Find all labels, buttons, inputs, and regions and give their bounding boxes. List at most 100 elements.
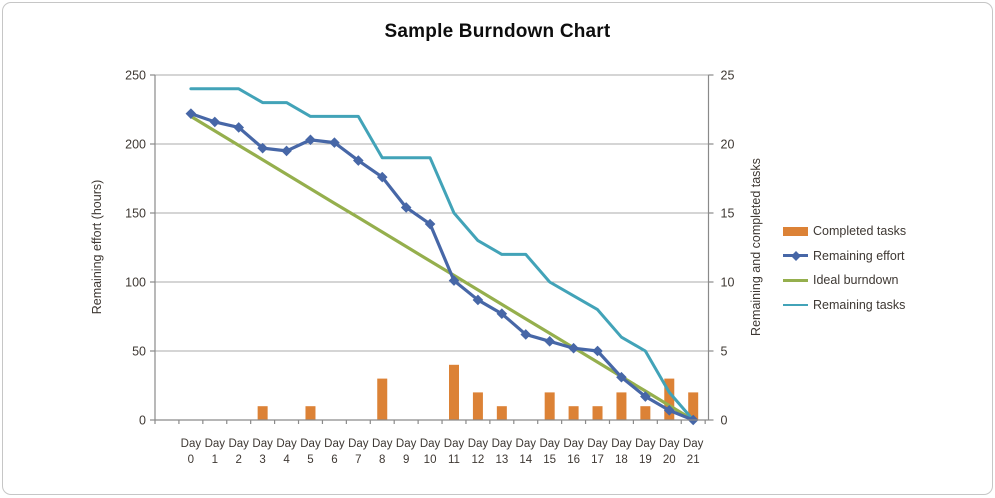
x-axis-label: 10 [424,454,437,466]
x-axis-label: 5 [307,454,313,466]
x-axis-label: 6 [331,454,337,466]
ideal-burndown-swatch [783,279,808,282]
x-axis-label: Day [228,438,249,450]
remaining-effort-swatch [783,250,808,261]
x-axis-label: Day [516,438,537,450]
x-axis-label: 3 [259,454,265,466]
x-axis-label: Day [635,438,656,450]
left-axis-tick-label: 100 [125,276,146,290]
diamond-marker-icon [376,171,388,183]
x-axis-label: 18 [615,454,628,466]
line-remaining-effort [189,112,695,422]
x-axis-label: 17 [591,454,604,466]
bar-completed-tasks [305,406,316,420]
legend-label: Remaining tasks [813,298,906,313]
right-axis-tick-label: 0 [721,414,728,428]
right-axis-tick-label: 20 [721,138,735,152]
x-axis-label: Day [420,438,441,450]
diamond-marker-icon [616,371,627,383]
x-axis-label: 16 [567,454,580,466]
x-axis-label: 19 [639,454,652,466]
x-axis-label: 8 [379,454,385,466]
x-axis-label: 12 [472,454,485,466]
x-axis-label: 13 [495,454,508,466]
diamond-marker-icon [209,116,221,128]
x-axis-label: Day [563,438,584,450]
x-axis-label: 0 [188,454,194,466]
x-axis-label: Day [468,438,489,450]
diamond-marker-icon [448,275,460,286]
left-axis-tick-labels: 0 50 100 150 200 250 [125,69,146,428]
x-axis-label: Day [492,438,513,450]
diamond-marker-icon [520,329,532,340]
markers-remaining-effort [185,108,699,426]
legend-label: Ideal burndown [813,273,899,288]
legend: Completed tasks Remaining effort Ideal b… [783,219,906,317]
legend-label: Remaining effort [813,248,905,263]
x-axis-label: Day [348,438,369,450]
x-axis-label: Day [444,438,465,450]
diamond-marker-icon [592,345,603,357]
bar-completed-tasks [449,364,459,420]
bar-completed-tasks [592,406,603,420]
right-axis-tick-label: 25 [721,69,735,83]
diamond-marker-icon [353,155,364,166]
diamond-marker-icon [305,134,316,146]
bar-completed-tasks [568,406,579,420]
x-axis-label: 2 [236,454,242,466]
x-axis-label: Day [300,438,321,450]
x-axis-label: 15 [543,454,556,466]
bar-completed-tasks [257,406,268,420]
bar-completed-tasks [377,378,388,420]
legend-item-ideal-burndown: Ideal burndown [783,268,906,293]
x-axis-label: 4 [283,454,290,466]
x-axis-label: 9 [403,454,409,466]
diamond-marker-icon [185,108,197,119]
diamond-marker-icon [472,294,484,306]
x-axis-label: 14 [519,454,532,466]
x-axis-label: Day [396,438,417,450]
left-axis-tick-label: 200 [125,138,146,152]
bar-completed-tasks [688,392,699,420]
legend-item-remaining-effort: Remaining effort [783,244,906,269]
chart-title: Sample Burndown Chart [384,21,611,42]
x-axis-label: Day [611,438,632,450]
right-axis-tick-label: 10 [721,276,735,290]
diamond-marker-icon [257,142,268,154]
right-axis-tick-labels: 0 5 10 15 20 25 [721,69,735,428]
line-ideal-burndown [189,114,695,422]
diamond-marker-icon [790,250,801,261]
completed-tasks-swatch [783,226,808,236]
diamond-marker-icon [568,342,579,354]
legend-item-remaining-tasks: Remaining tasks [783,293,906,318]
bars-completed-tasks [257,364,699,420]
bar-completed-tasks [664,378,675,420]
x-axis-label: Day [276,438,297,450]
bar-completed-tasks [496,406,507,420]
left-axis-tick-label: 250 [125,69,146,83]
x-axis-label: Day [539,438,560,450]
legend-label: Completed tasks [813,224,907,239]
diamond-marker-icon [544,336,555,347]
x-axis-labels: Day 0 Day 1 Day 2 Day 3 Day 4 Day 5 Day 6 Day 7 Day 8 Day 9… [181,438,704,466]
line-remaining-tasks [189,87,695,422]
x-axis-label: Day [372,438,393,450]
bar-completed-tasks [472,392,483,420]
remaining-tasks-swatch [783,303,808,307]
left-axis-tick-label: 150 [125,207,146,221]
x-axis-label: 20 [663,454,676,466]
axes [150,74,714,424]
bar-completed-tasks [616,392,627,420]
x-axis-label: Day [205,438,226,450]
x-axis-label: Day [659,438,680,450]
diamond-marker-icon [329,137,340,148]
left-axis-tick-label: 0 [139,414,146,428]
legend-item-completed-tasks: Completed tasks [783,219,906,244]
left-axis-tick-label: 50 [132,345,146,359]
right-axis-tick-label: 15 [721,207,735,221]
diamond-marker-icon [400,202,412,213]
diamond-marker-icon [640,391,651,402]
right-axis-tick-label: 5 [721,345,728,359]
bar-completed-tasks [544,392,555,420]
